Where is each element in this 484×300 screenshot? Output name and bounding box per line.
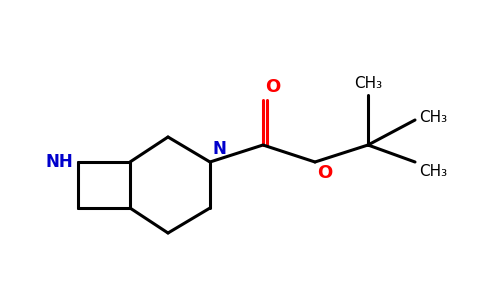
Text: O: O — [265, 78, 280, 96]
Text: N: N — [212, 140, 226, 158]
Text: CH₃: CH₃ — [419, 110, 447, 125]
Text: CH₃: CH₃ — [354, 76, 382, 91]
Text: CH₃: CH₃ — [419, 164, 447, 179]
Text: O: O — [317, 164, 332, 182]
Text: NH: NH — [45, 153, 73, 171]
